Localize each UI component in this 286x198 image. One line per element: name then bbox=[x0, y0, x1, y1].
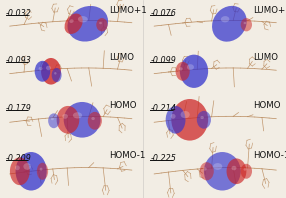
Ellipse shape bbox=[96, 18, 108, 31]
Ellipse shape bbox=[213, 163, 222, 170]
Text: HOMO: HOMO bbox=[109, 101, 136, 110]
Ellipse shape bbox=[91, 117, 95, 120]
Ellipse shape bbox=[197, 111, 211, 129]
Ellipse shape bbox=[179, 67, 183, 70]
Ellipse shape bbox=[227, 158, 246, 184]
Ellipse shape bbox=[52, 68, 61, 82]
Ellipse shape bbox=[204, 152, 241, 190]
Ellipse shape bbox=[244, 168, 246, 171]
Text: -0.209: -0.209 bbox=[6, 154, 31, 163]
Ellipse shape bbox=[37, 163, 48, 180]
Text: LUMO: LUMO bbox=[109, 53, 134, 62]
Text: -0.093: -0.093 bbox=[6, 56, 31, 65]
Text: LUMO: LUMO bbox=[253, 53, 278, 62]
Ellipse shape bbox=[64, 102, 100, 138]
Ellipse shape bbox=[212, 6, 247, 42]
Ellipse shape bbox=[62, 114, 68, 119]
Ellipse shape bbox=[99, 22, 102, 24]
Text: -0.076: -0.076 bbox=[150, 9, 176, 18]
Ellipse shape bbox=[57, 106, 79, 134]
Text: -0.099: -0.099 bbox=[150, 56, 176, 65]
Text: -0.225: -0.225 bbox=[150, 154, 176, 163]
Text: LUMO+1: LUMO+1 bbox=[109, 6, 146, 15]
Ellipse shape bbox=[35, 61, 50, 82]
Ellipse shape bbox=[231, 166, 237, 170]
Ellipse shape bbox=[23, 163, 31, 170]
Ellipse shape bbox=[54, 72, 57, 75]
Ellipse shape bbox=[48, 113, 59, 128]
Ellipse shape bbox=[78, 16, 88, 22]
Ellipse shape bbox=[176, 62, 190, 81]
Ellipse shape bbox=[73, 112, 82, 118]
Ellipse shape bbox=[51, 118, 54, 120]
Ellipse shape bbox=[200, 116, 204, 119]
Text: LUMO+1: LUMO+1 bbox=[253, 6, 286, 15]
Ellipse shape bbox=[171, 114, 176, 119]
Text: -0.214: -0.214 bbox=[150, 104, 176, 113]
Ellipse shape bbox=[241, 18, 252, 31]
Ellipse shape bbox=[171, 99, 208, 141]
Text: HOMO-1: HOMO-1 bbox=[109, 151, 145, 160]
Text: -0.179: -0.179 bbox=[6, 104, 31, 113]
Ellipse shape bbox=[180, 55, 208, 88]
Ellipse shape bbox=[241, 164, 252, 179]
Ellipse shape bbox=[187, 64, 194, 70]
Ellipse shape bbox=[65, 13, 83, 34]
Ellipse shape bbox=[221, 16, 229, 22]
Ellipse shape bbox=[15, 152, 47, 190]
Ellipse shape bbox=[166, 106, 186, 134]
Ellipse shape bbox=[67, 6, 108, 42]
Ellipse shape bbox=[69, 19, 74, 23]
Ellipse shape bbox=[39, 67, 43, 70]
Ellipse shape bbox=[41, 58, 61, 85]
Ellipse shape bbox=[244, 22, 246, 24]
Ellipse shape bbox=[200, 162, 214, 180]
Ellipse shape bbox=[88, 112, 102, 130]
Text: HOMO: HOMO bbox=[253, 101, 281, 110]
Ellipse shape bbox=[180, 111, 190, 118]
Ellipse shape bbox=[10, 157, 30, 185]
Text: HOMO-1: HOMO-1 bbox=[253, 151, 286, 160]
Ellipse shape bbox=[46, 66, 51, 70]
Ellipse shape bbox=[40, 168, 42, 171]
Ellipse shape bbox=[15, 165, 20, 170]
Ellipse shape bbox=[203, 167, 207, 171]
Text: -0.032: -0.032 bbox=[6, 9, 31, 18]
